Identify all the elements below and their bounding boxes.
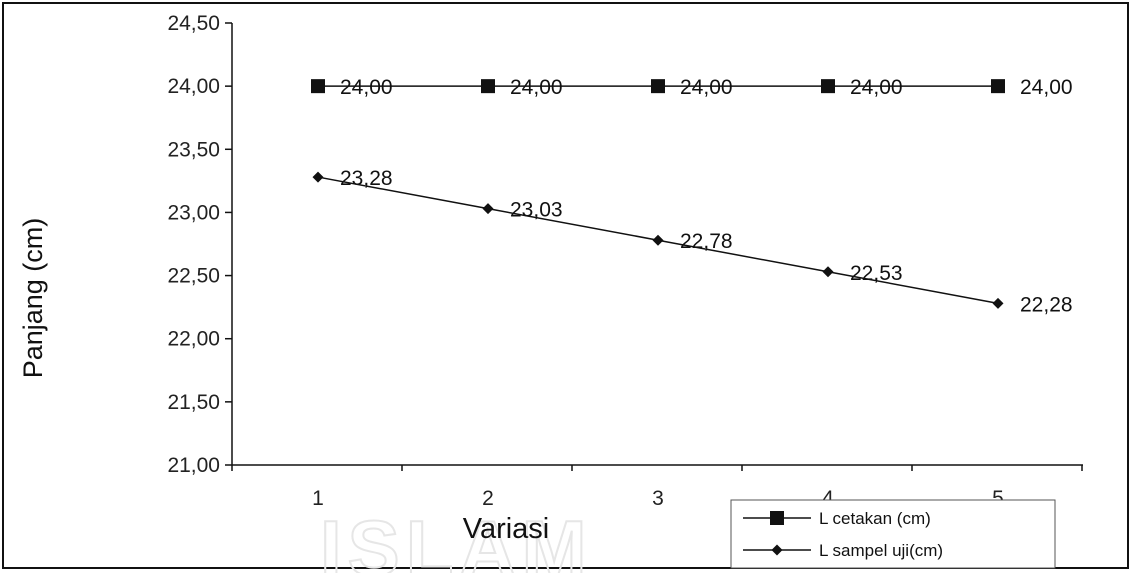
data-label: 22,28 [1020,293,1073,316]
x-axis-title: Variasi [463,513,550,545]
marker-square [311,79,325,94]
y-tick-label: 23,00 [167,201,220,224]
data-label: 24,00 [850,76,903,99]
legend: L cetakan (cm) L sampel uji(cm) [730,499,1056,569]
legend-box [730,499,1056,569]
x-tick-label: 3 [652,487,664,510]
y-tick-label: 24,00 [167,75,220,98]
series-2: 23,28 23,03 22,78 22,53 22,28 [312,167,1073,316]
y-tick-label: 21,50 [167,391,220,414]
y-tick-label: 23,50 [167,138,220,161]
marker-diamond [312,171,324,183]
y-axis-title: Panjang (cm) [18,218,48,379]
data-label: 23,28 [340,167,393,190]
marker-diamond [771,544,783,556]
data-label: 24,00 [340,76,393,99]
marker-square [770,511,784,525]
marker-square [821,79,835,94]
legend-label: L cetakan (cm) [819,509,931,528]
x-tick-label: 1 [312,487,324,510]
marker-diamond [652,234,664,246]
y-tick-label: 24,50 [167,12,220,35]
data-label: 22,53 [850,262,903,285]
y-tick-label: 22,00 [167,328,220,351]
data-label: 23,03 [510,199,563,222]
marker-diamond [482,203,494,215]
marker-square [651,79,665,94]
data-label: 24,00 [1020,76,1073,99]
data-label: 24,00 [680,76,733,99]
data-label: 24,00 [510,76,563,99]
series-layer: 24,00 24,00 24,00 24,00 24,00 23,28 23,03 22,78… [311,76,1073,316]
x-tick-label: 2 [482,487,494,510]
marker-diamond [992,297,1004,309]
marker-square [481,79,495,94]
x-tick-label: 5 [992,487,1004,510]
y-tick-label: 21,00 [167,454,220,477]
data-label: 22,78 [680,230,733,253]
y-axis: 21,00 21,50 22,00 22,50 23,00 23,50 24,00 24,50 [167,12,233,477]
marker-diamond [822,266,834,278]
series-1: 24,00 24,00 24,00 24,00 24,00 [311,76,1073,99]
y-tick-label: 22,50 [167,265,220,288]
marker-square [991,79,1005,94]
watermark: ISLAM [320,504,593,573]
legend-label: L sampel uji(cm) [819,541,943,560]
